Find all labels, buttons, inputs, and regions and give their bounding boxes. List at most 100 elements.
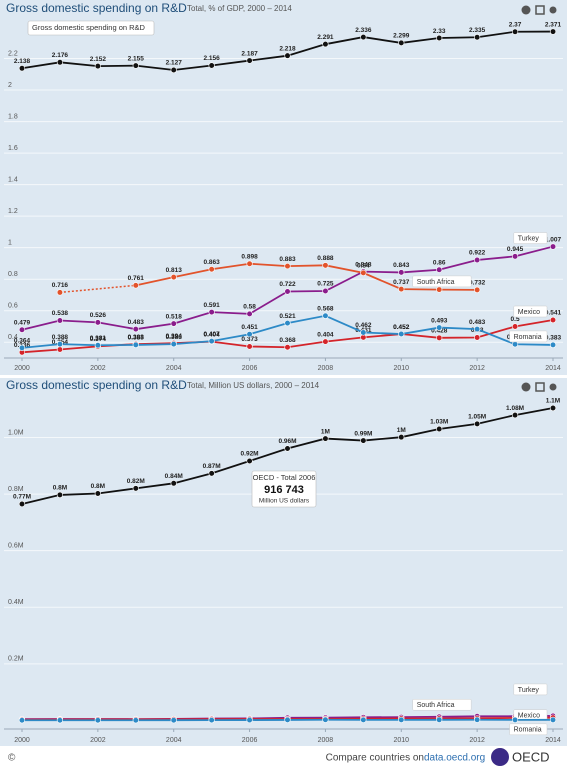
- data-label: 0.493: [431, 317, 448, 324]
- data-point: [361, 270, 367, 276]
- data-point: [474, 421, 480, 427]
- data-point: [436, 335, 442, 341]
- data-label: 0.591: [204, 302, 221, 309]
- data-label: 2.218: [279, 45, 296, 52]
- data-label: 0.8M: [91, 483, 105, 490]
- data-label: 2.336: [355, 27, 372, 34]
- data-point: [19, 717, 25, 723]
- tooltip-value: 916 743: [264, 484, 304, 496]
- data-point: [550, 317, 556, 323]
- data-point: [57, 492, 63, 498]
- data-label: 1M: [397, 427, 406, 434]
- data-point: [171, 321, 177, 327]
- data-point: [398, 270, 404, 276]
- share-icon[interactable]: [550, 7, 557, 14]
- data-point: [474, 257, 480, 263]
- copyright: ©: [8, 753, 16, 764]
- y-tick-label: 2: [8, 82, 12, 89]
- data-label: 2.127: [166, 60, 183, 67]
- data-point: [247, 58, 253, 64]
- data-label: 2.371: [545, 21, 562, 28]
- data-point: [285, 446, 291, 452]
- chart-subtitle: Total, % of GDP, 2000 – 2014: [187, 4, 292, 13]
- data-point: [133, 63, 139, 69]
- data-label: 1.08M: [506, 405, 524, 412]
- share-icon[interactable]: [550, 384, 557, 391]
- footer-text: Compare countries on: [326, 753, 424, 764]
- data-label: 0.483: [469, 319, 486, 326]
- data-label: 1.1M: [546, 398, 560, 405]
- data-point: [398, 717, 404, 723]
- data-point: [550, 405, 556, 411]
- y-tick-label: 0.4M: [8, 599, 24, 606]
- data-label: 0.8M: [53, 485, 67, 492]
- data-point: [57, 318, 63, 324]
- info-icon[interactable]: [522, 6, 531, 15]
- y-tick-label: 0.6M: [8, 543, 24, 550]
- data-point: [95, 717, 101, 723]
- data-point: [285, 53, 291, 59]
- x-tick-label: 2006: [242, 365, 258, 372]
- data-point: [323, 313, 329, 319]
- data-point: [95, 342, 101, 348]
- chart-title: Gross domestic spending on R&D: [6, 1, 187, 15]
- data-label: 0.388: [52, 334, 69, 341]
- x-tick-label: 2008: [318, 365, 334, 372]
- x-tick-label: 2014: [545, 365, 561, 372]
- data-point: [95, 63, 101, 69]
- data-point: [512, 254, 518, 260]
- data-point: [436, 287, 442, 293]
- tooltip-title: OECD - Total 2006: [253, 473, 316, 482]
- data-point: [398, 40, 404, 46]
- x-tick-label: 2000: [14, 365, 30, 372]
- data-point: [247, 331, 253, 337]
- x-tick-label: 2006: [242, 737, 258, 744]
- data-label: 0.945: [507, 246, 524, 253]
- data-point: [133, 342, 139, 348]
- data-point: [512, 341, 518, 347]
- legend-entry: Mexico: [518, 713, 540, 720]
- data-label: 0.404: [317, 331, 334, 338]
- data-label: 0.737: [393, 279, 410, 286]
- legend-entry: Turkey: [518, 687, 540, 694]
- data-label: 1.007: [545, 236, 562, 243]
- data-label: 0.518: [166, 313, 183, 320]
- data-label: 0.86: [433, 259, 446, 266]
- data-label: 0.568: [317, 305, 334, 312]
- data-point: [133, 326, 139, 332]
- data-label: 2.187: [241, 50, 258, 57]
- data-label: 0.863: [204, 259, 221, 266]
- data-label: 2.291: [317, 34, 334, 41]
- footer-link[interactable]: data.oecd.org: [424, 753, 485, 764]
- data-point: [57, 717, 63, 723]
- data-point: [323, 339, 329, 345]
- data-label: 0.96M: [278, 438, 296, 445]
- legend-entry: Turkey: [518, 235, 540, 242]
- data-point: [209, 63, 215, 69]
- data-point: [436, 35, 442, 41]
- data-label: 0.526: [90, 312, 107, 319]
- data-label: 2.335: [469, 27, 486, 34]
- data-label: 0.888: [317, 255, 334, 262]
- data-point: [512, 412, 518, 418]
- data-label: 0.381: [90, 335, 107, 342]
- data-label: 0.521: [279, 313, 296, 320]
- data-label: 0.813: [166, 267, 183, 274]
- data-point: [474, 326, 480, 332]
- x-tick-label: 2000: [14, 737, 30, 744]
- data-label: 0.383: [545, 335, 562, 342]
- data-label: 0.383: [128, 335, 145, 342]
- oecd-logo: [491, 748, 509, 766]
- data-point: [361, 717, 367, 723]
- data-point: [474, 717, 480, 723]
- y-tick-label: 1.4: [8, 176, 18, 183]
- data-label: 0.452: [393, 324, 410, 331]
- data-label: 2.176: [52, 52, 69, 59]
- data-point: [247, 344, 253, 350]
- data-point: [436, 267, 442, 273]
- data-point: [95, 491, 101, 497]
- data-point: [57, 347, 63, 353]
- data-label: 2.152: [90, 56, 107, 63]
- data-point: [285, 344, 291, 350]
- info-icon[interactable]: [522, 383, 531, 392]
